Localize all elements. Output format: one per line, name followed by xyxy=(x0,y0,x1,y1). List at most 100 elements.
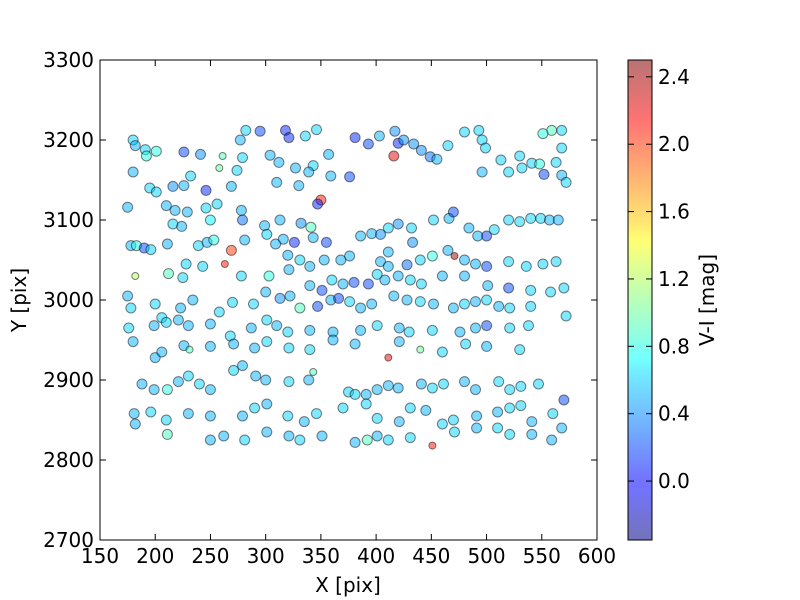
data-point xyxy=(504,402,516,414)
data-point xyxy=(473,124,485,136)
data-point xyxy=(355,302,367,314)
data-point xyxy=(503,282,515,294)
data-point xyxy=(470,296,481,308)
data-point xyxy=(388,290,400,302)
data-point xyxy=(371,320,383,332)
data-point xyxy=(371,430,383,442)
data-point xyxy=(304,344,316,356)
data-points xyxy=(122,124,572,450)
data-point xyxy=(239,234,251,246)
data-point xyxy=(550,156,562,168)
data-point xyxy=(161,428,173,440)
data-point xyxy=(349,388,361,400)
data-point xyxy=(239,434,251,446)
data-point xyxy=(273,156,285,168)
data-point xyxy=(182,408,194,420)
data-point xyxy=(414,296,426,308)
data-point xyxy=(176,220,188,232)
data-point xyxy=(436,346,448,358)
data-point xyxy=(197,260,209,272)
data-point xyxy=(344,250,356,262)
data-point xyxy=(304,324,316,336)
data-point xyxy=(348,276,360,288)
data-point xyxy=(282,326,294,338)
data-point xyxy=(185,170,197,182)
data-point xyxy=(362,138,374,150)
data-point xyxy=(129,418,141,430)
data-point xyxy=(175,302,187,314)
data-point xyxy=(148,384,160,396)
data-point xyxy=(271,176,283,188)
data-point xyxy=(337,402,349,414)
data-point xyxy=(335,254,347,266)
data-point xyxy=(492,422,504,434)
data-point xyxy=(178,180,190,192)
x-tick-label: 250 xyxy=(191,544,229,568)
data-point xyxy=(393,416,405,428)
data-point xyxy=(160,414,172,426)
data-point xyxy=(283,430,295,442)
x-tick-label: 200 xyxy=(136,544,174,568)
data-point xyxy=(492,406,504,418)
data-point xyxy=(560,176,572,188)
data-point xyxy=(261,228,273,240)
data-point xyxy=(384,353,393,362)
data-point xyxy=(495,154,507,166)
data-point xyxy=(344,171,356,183)
data-point xyxy=(459,254,470,266)
data-point xyxy=(503,166,515,178)
data-point xyxy=(264,149,276,161)
data-point xyxy=(355,324,367,336)
data-point xyxy=(294,302,306,314)
y-tick-label: 2900 xyxy=(43,368,94,392)
data-point xyxy=(428,298,439,310)
data-point xyxy=(460,338,472,350)
data-point xyxy=(371,412,383,424)
data-point xyxy=(375,228,386,240)
data-point xyxy=(326,274,338,286)
data-point xyxy=(407,236,419,248)
data-point xyxy=(304,260,316,272)
data-point xyxy=(129,140,141,152)
data-point xyxy=(204,318,216,330)
data-point xyxy=(290,162,301,174)
x-tick-label: 150 xyxy=(81,544,119,568)
data-point xyxy=(235,204,247,216)
data-point xyxy=(249,342,261,354)
data-point xyxy=(284,290,296,302)
data-point xyxy=(204,340,216,352)
data-point xyxy=(459,376,470,388)
data-point xyxy=(404,274,416,286)
data-point xyxy=(523,320,534,332)
data-point xyxy=(172,376,184,388)
data-point xyxy=(481,340,493,352)
data-point xyxy=(525,212,537,224)
data-point xyxy=(187,294,199,306)
data-point xyxy=(558,282,570,294)
data-point xyxy=(294,434,306,446)
data-point xyxy=(392,218,404,230)
data-point xyxy=(337,278,349,290)
data-point xyxy=(240,124,252,136)
data-point xyxy=(318,254,330,266)
data-point xyxy=(182,370,194,382)
data-point xyxy=(382,380,394,392)
y-tick-label: 3300 xyxy=(43,48,94,72)
data-point xyxy=(161,384,173,396)
data-point xyxy=(463,222,475,234)
data-point xyxy=(481,260,493,272)
data-point xyxy=(227,296,238,308)
data-point xyxy=(471,410,483,422)
data-point xyxy=(362,278,374,290)
data-point xyxy=(503,214,515,226)
data-point xyxy=(470,322,481,334)
data-point xyxy=(333,292,345,304)
data-point xyxy=(145,406,157,418)
data-point xyxy=(303,374,315,386)
data-point xyxy=(382,260,394,272)
data-point xyxy=(535,212,547,224)
data-point xyxy=(193,378,205,390)
data-point xyxy=(316,430,328,442)
data-point xyxy=(228,364,240,376)
